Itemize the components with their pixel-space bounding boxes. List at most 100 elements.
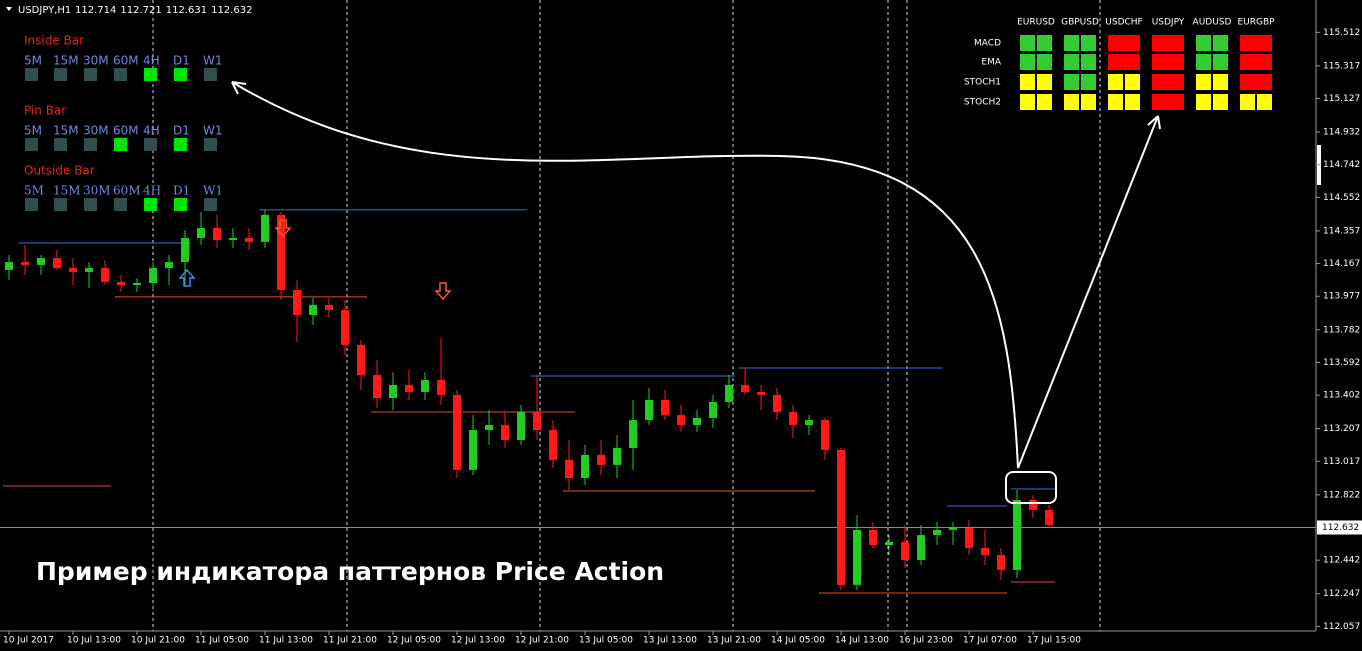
timeframe-label: 5M — [24, 124, 42, 138]
candle-body — [101, 268, 109, 282]
x-tick-label: 10 Jul 2017 — [3, 636, 54, 646]
matrix-cell — [1108, 74, 1123, 90]
caption: Пример индикатора паттернов Price Action — [36, 557, 664, 586]
timeframe-label: 30M — [83, 124, 109, 138]
signal-box — [84, 68, 97, 81]
signal-box — [54, 138, 67, 151]
y-tick-label: 112.057 — [1323, 622, 1360, 632]
signal-box — [174, 68, 187, 81]
candle-body — [709, 401, 717, 418]
candle-body — [693, 417, 701, 426]
x-tick-label: 12 Jul 13:00 — [451, 636, 505, 646]
y-tick-label: 112.247 — [1323, 589, 1360, 599]
x-tick-label: 10 Jul 21:00 — [131, 636, 185, 646]
y-tick-label: 115.127 — [1323, 94, 1360, 104]
timeframe-label: 60M — [113, 184, 141, 198]
candle-body — [1045, 509, 1053, 525]
pattern-name: Pin Bar — [24, 104, 66, 118]
candle-body — [549, 430, 557, 460]
matrix-cell — [1108, 54, 1140, 70]
candle-body — [69, 268, 77, 273]
arrow-head — [231, 81, 247, 95]
candle-body — [213, 227, 221, 241]
timeframe-label: W1 — [203, 54, 223, 68]
timeframe-label: 60M — [113, 124, 139, 138]
signal-box — [174, 138, 187, 151]
x-tick-label: 13 Jul 13:00 — [643, 636, 697, 646]
candle-body — [453, 394, 461, 470]
y-tick-label: 113.592 — [1323, 358, 1360, 368]
candle-body — [341, 309, 349, 345]
x-tick-label: 13 Jul 21:00 — [707, 636, 761, 646]
matrix-cell — [1196, 74, 1211, 90]
timeframe-label: D1 — [173, 54, 190, 68]
ohlc: 112.714 112.721 112.631 112.632 — [75, 5, 252, 16]
matrix-cell — [1081, 94, 1096, 110]
x-tick-label: 14 Jul 05:00 — [771, 636, 825, 646]
candle-body — [805, 420, 813, 426]
matrix-column: EURGBP — [1237, 18, 1275, 28]
candle-body — [501, 425, 509, 440]
matrix-cell — [1213, 54, 1228, 70]
candle-body — [437, 379, 445, 395]
candle-body — [293, 290, 301, 315]
y-tick-label: 113.207 — [1323, 424, 1360, 434]
current-price-box — [1317, 520, 1362, 535]
matrix-cell — [1240, 35, 1272, 51]
matrix-cell — [1020, 94, 1035, 110]
signal-box — [144, 138, 157, 151]
signal-box — [114, 138, 127, 151]
y-tick-label: 115.317 — [1323, 61, 1360, 71]
timeframe-label: 4H — [143, 184, 161, 198]
matrix-cell — [1037, 74, 1052, 90]
candle-body — [613, 448, 621, 465]
matrix-cell — [1152, 35, 1184, 51]
signal-box — [114, 198, 127, 211]
candle-body — [389, 384, 397, 399]
candle-body — [741, 384, 749, 393]
candle-body — [421, 379, 429, 393]
matrix-cell — [1196, 94, 1211, 110]
timeframe-label: 4H — [143, 124, 160, 138]
matrix-cell — [1064, 54, 1079, 70]
x-tick-label: 17 Jul 07:00 — [963, 636, 1017, 646]
matrix-cell — [1037, 94, 1052, 110]
menu-arrow — [6, 7, 12, 11]
matrix-cell — [1196, 54, 1211, 70]
candle-body — [261, 214, 269, 242]
timeframe-label: 15M — [53, 184, 81, 198]
signal-box — [204, 138, 217, 151]
signal-box — [54, 198, 67, 211]
signal-box — [114, 68, 127, 81]
candle-body — [197, 227, 205, 238]
signal-box — [204, 68, 217, 81]
candle-body — [997, 555, 1005, 570]
timeframe-label: 5M — [24, 184, 44, 198]
matrix-cell — [1081, 35, 1096, 51]
matrix-cell — [1020, 74, 1035, 90]
matrix-cell — [1125, 94, 1140, 110]
y-tick-label: 114.552 — [1323, 193, 1360, 203]
candle-body — [949, 528, 957, 530]
x-tick-label: 11 Jul 05:00 — [195, 636, 249, 646]
candle-body — [933, 529, 941, 536]
y-tick-label: 112.822 — [1323, 490, 1360, 500]
ohlc-value: 112.631 — [166, 5, 207, 16]
straight-arrow — [1017, 115, 1159, 469]
matrix-cell — [1108, 35, 1140, 51]
candle-body — [485, 425, 493, 431]
timeframe-label: 5M — [24, 54, 42, 68]
matrix-column: USDCHF — [1105, 18, 1142, 28]
matrix-cell — [1125, 74, 1140, 90]
pattern-arrow — [434, 282, 452, 301]
matrix-cell — [1064, 35, 1079, 51]
candle-body — [1029, 499, 1037, 510]
signal-box — [25, 198, 38, 211]
signal-box — [25, 138, 38, 151]
candle-body — [517, 411, 525, 440]
candle-body — [773, 394, 781, 412]
matrix-cell — [1257, 94, 1272, 110]
candle-body — [917, 535, 925, 560]
